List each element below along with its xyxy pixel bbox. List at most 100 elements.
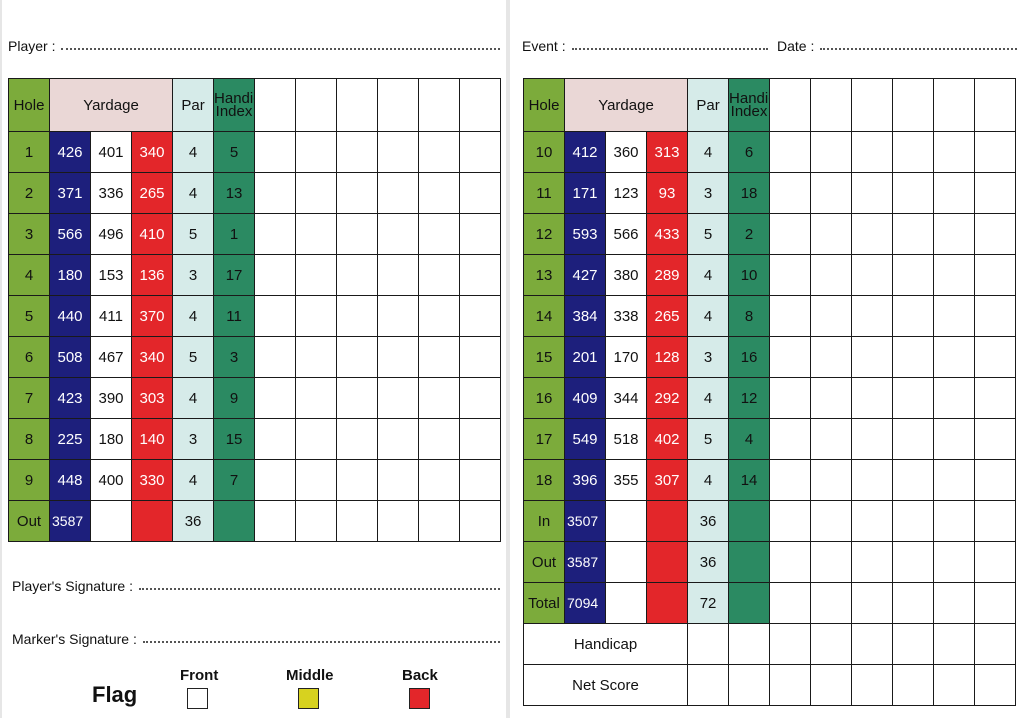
score-cell[interactable] [295, 459, 338, 501]
score-cell[interactable] [851, 377, 894, 419]
score-cell[interactable] [459, 213, 502, 255]
score-cell[interactable] [892, 172, 935, 214]
score-cell[interactable] [295, 172, 338, 214]
handicap-cell[interactable] [769, 623, 812, 665]
score-cell[interactable] [810, 541, 853, 583]
score-cell[interactable] [769, 336, 812, 378]
score-cell[interactable] [933, 418, 976, 460]
score-cell[interactable] [810, 172, 853, 214]
score-cell[interactable] [769, 500, 812, 542]
player-signature-field[interactable] [138, 587, 500, 590]
score-cell[interactable] [933, 213, 976, 255]
score-cell[interactable] [418, 131, 461, 173]
score-cell[interactable] [459, 418, 502, 460]
score-cell[interactable] [336, 172, 379, 214]
score-cell[interactable] [769, 295, 812, 337]
score-cell[interactable] [974, 213, 1017, 255]
score-cell[interactable] [810, 582, 853, 624]
score-cell[interactable] [851, 254, 894, 296]
score-cell[interactable] [769, 78, 812, 132]
score-cell[interactable] [810, 459, 853, 501]
score-cell[interactable] [974, 500, 1017, 542]
player-dotted-field[interactable] [61, 47, 500, 50]
score-cell[interactable] [769, 377, 812, 419]
score-cell[interactable] [459, 336, 502, 378]
net-score-cell[interactable] [769, 664, 812, 706]
score-cell[interactable] [810, 295, 853, 337]
score-cell[interactable] [933, 459, 976, 501]
score-cell[interactable] [769, 131, 812, 173]
score-cell[interactable] [377, 336, 420, 378]
score-cell[interactable] [769, 582, 812, 624]
score-cell[interactable] [933, 377, 976, 419]
score-cell[interactable] [336, 418, 379, 460]
score-cell[interactable] [295, 500, 338, 542]
score-cell[interactable] [974, 377, 1017, 419]
score-cell[interactable] [851, 582, 894, 624]
score-cell[interactable] [769, 541, 812, 583]
score-cell[interactable] [377, 295, 420, 337]
net-score-cell[interactable] [933, 664, 976, 706]
score-cell[interactable] [295, 295, 338, 337]
score-cell[interactable] [810, 254, 853, 296]
score-cell[interactable] [377, 213, 420, 255]
score-cell[interactable] [851, 418, 894, 460]
score-cell[interactable] [459, 172, 502, 214]
score-cell[interactable] [810, 500, 853, 542]
score-cell[interactable] [418, 172, 461, 214]
score-cell[interactable] [851, 78, 894, 132]
score-cell[interactable] [892, 213, 935, 255]
score-cell[interactable] [933, 78, 976, 132]
score-cell[interactable] [892, 336, 935, 378]
score-cell[interactable] [851, 336, 894, 378]
score-cell[interactable] [254, 295, 297, 337]
score-cell[interactable] [851, 131, 894, 173]
score-cell[interactable] [851, 459, 894, 501]
score-cell[interactable] [295, 418, 338, 460]
score-cell[interactable] [933, 131, 976, 173]
score-cell[interactable] [851, 500, 894, 542]
score-cell[interactable] [377, 131, 420, 173]
score-cell[interactable] [974, 172, 1017, 214]
net-score-cell[interactable] [810, 664, 853, 706]
score-cell[interactable] [336, 131, 379, 173]
score-cell[interactable] [336, 459, 379, 501]
score-cell[interactable] [851, 295, 894, 337]
score-cell[interactable] [459, 459, 502, 501]
score-cell[interactable] [459, 377, 502, 419]
score-cell[interactable] [377, 78, 420, 132]
score-cell[interactable] [254, 254, 297, 296]
score-cell[interactable] [974, 459, 1017, 501]
score-cell[interactable] [459, 500, 502, 542]
score-cell[interactable] [459, 254, 502, 296]
score-cell[interactable] [254, 459, 297, 501]
handicap-cell[interactable] [810, 623, 853, 665]
score-cell[interactable] [933, 295, 976, 337]
score-cell[interactable] [851, 213, 894, 255]
handicap-cell[interactable] [933, 623, 976, 665]
handicap-cell[interactable] [851, 623, 894, 665]
score-cell[interactable] [933, 500, 976, 542]
score-cell[interactable] [769, 254, 812, 296]
score-cell[interactable] [295, 213, 338, 255]
score-cell[interactable] [892, 254, 935, 296]
score-cell[interactable] [933, 254, 976, 296]
player-name-line[interactable]: Player : [8, 38, 500, 54]
score-cell[interactable] [892, 377, 935, 419]
marker-signature-field[interactable] [142, 640, 500, 643]
score-cell[interactable] [254, 336, 297, 378]
date-dotted-field[interactable] [820, 47, 1017, 50]
score-cell[interactable] [810, 336, 853, 378]
score-cell[interactable] [377, 418, 420, 460]
score-cell[interactable] [418, 295, 461, 337]
score-cell[interactable] [336, 377, 379, 419]
score-cell[interactable] [892, 541, 935, 583]
score-cell[interactable] [336, 500, 379, 542]
score-cell[interactable] [336, 336, 379, 378]
net-score-cell[interactable] [728, 664, 771, 706]
score-cell[interactable] [295, 131, 338, 173]
score-cell[interactable] [892, 582, 935, 624]
score-cell[interactable] [418, 418, 461, 460]
score-cell[interactable] [810, 78, 853, 132]
score-cell[interactable] [418, 254, 461, 296]
